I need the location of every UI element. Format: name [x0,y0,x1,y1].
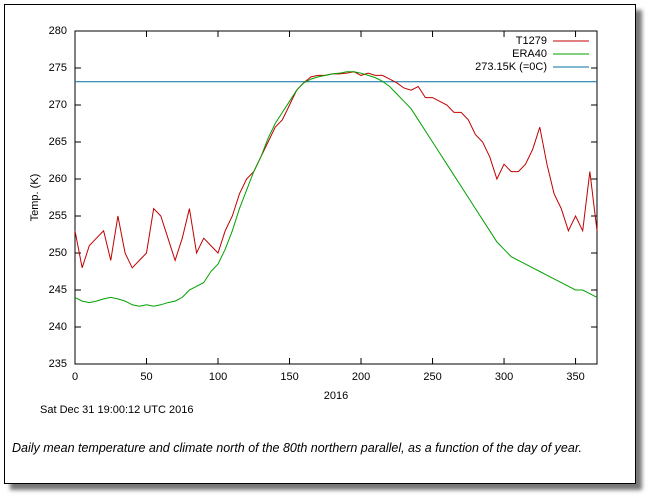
y-tick-label: 235 [49,358,67,370]
legend-label: T1279 [516,35,547,47]
x-tick-label: 200 [352,371,370,383]
timestamp: Sat Dec 31 19:00:12 UTC 2016 [40,404,193,416]
x-tick-label: 0 [72,371,78,383]
y-tick-label: 275 [49,62,67,74]
legend-label: ERA40 [512,48,547,60]
x-tick-label: 50 [140,371,152,383]
y-tick-label: 255 [49,210,67,222]
y-tick-label: 260 [49,173,67,185]
x-axis-label: 2016 [324,390,348,402]
x-tick-label: 250 [423,371,441,383]
y-tick-label: 240 [49,321,67,333]
y-tick-label: 270 [49,99,67,111]
x-tick-label: 350 [566,371,584,383]
chart: Sat Dec 31 19:00:12 UTC 2016 235 240 245 25… [29,25,598,416]
y-axis-label: Temp. (K) [29,174,41,222]
series-line [74,71,598,269]
plot-frame [74,30,598,365]
x-tick-label: 150 [280,371,298,383]
y-tick-label: 280 [49,25,67,37]
x-tick-label: 300 [495,371,513,383]
y-tick-label: 265 [49,136,67,148]
caption: Daily mean temperature and climate north… [12,441,583,455]
x-tick-label: 100 [209,371,227,383]
series-line [74,71,598,307]
y-tick-label: 245 [49,284,67,296]
legend-label: 273.15K (=0C) [475,61,547,73]
y-tick-label: 250 [49,247,67,259]
frame [4,4,636,484]
